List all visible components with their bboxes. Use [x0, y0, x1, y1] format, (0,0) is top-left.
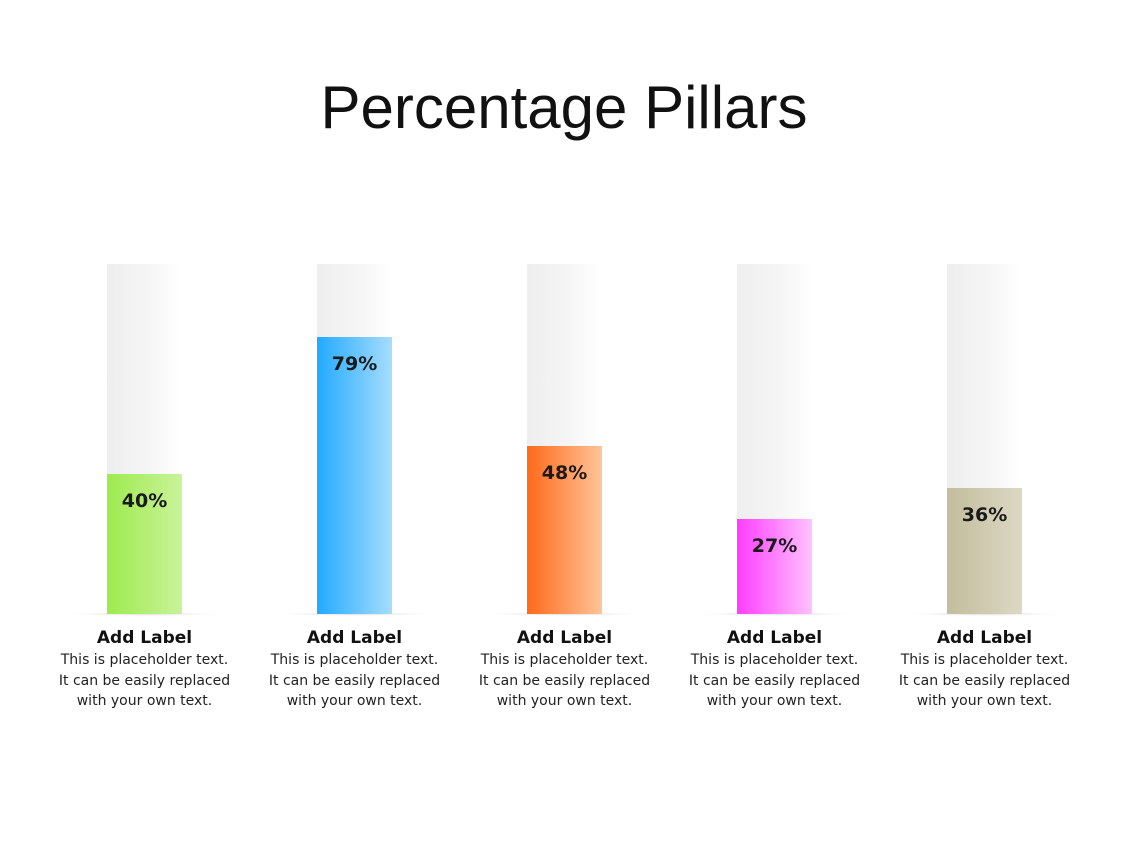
- pillar-track: 27%: [737, 264, 812, 614]
- pillar-shadow: [909, 612, 1060, 616]
- pillar-category-label: Add Label: [516, 628, 613, 648]
- pillar-description-line: This is placeholder text.: [480, 652, 649, 668]
- pillar-value-label: 27%: [751, 535, 798, 557]
- pillar-caption: Add Label This is placeholder text. It can…: [675, 626, 875, 712]
- pillar-description-line: It can be easily replaced: [58, 672, 231, 689]
- pillar-description-line: This is placeholder text.: [690, 652, 859, 668]
- pillar-description-line: with your own text.: [286, 693, 423, 709]
- pillar-category-label: Add Label: [96, 628, 193, 648]
- pillar-track: 79%: [317, 264, 392, 614]
- pillar-caption: Add Label This is placeholder text. It can…: [465, 626, 665, 712]
- pillar-description-line: It can be easily replaced: [268, 672, 441, 689]
- pillar-bar: 27%: [737, 519, 812, 614]
- pillar-bar: 48%: [527, 446, 602, 614]
- pillar-shadow: [489, 612, 640, 616]
- pillar-description-line: It can be easily replaced: [898, 672, 1071, 689]
- pillar-value-label: 40%: [121, 490, 168, 512]
- pillar-shadow: [69, 612, 220, 616]
- pillar-category-label: Add Label: [306, 628, 403, 648]
- pillar-bar: 36%: [947, 488, 1022, 614]
- pillar-description-line: with your own text.: [706, 693, 843, 709]
- pillar-category-label: Add Label: [936, 628, 1033, 648]
- pillar-description-line: with your own text.: [916, 693, 1053, 709]
- pillar-caption: Add Label This is placeholder text. It can…: [45, 626, 245, 712]
- pillar-description-line: It can be easily replaced: [688, 672, 861, 689]
- pillar-value-label: 79%: [331, 353, 378, 375]
- pillar-description-line: with your own text.: [496, 693, 633, 709]
- slide-title: Percentage Pillars: [320, 74, 808, 141]
- pillar-description-line: This is placeholder text.: [270, 652, 439, 668]
- pillar-track: 36%: [947, 264, 1022, 614]
- pillar-bar: 79%: [317, 337, 392, 614]
- pillar-value-label: 36%: [961, 504, 1008, 526]
- pillar-caption: Add Label This is placeholder text. It can…: [255, 626, 455, 712]
- pillar-track: 40%: [107, 264, 182, 614]
- pillar-description-line: with your own text.: [76, 693, 213, 709]
- pillar-caption: Add Label This is placeholder text. It can…: [885, 626, 1085, 712]
- pillar-description-line: This is placeholder text.: [60, 652, 229, 668]
- pillar-description-line: It can be easily replaced: [478, 672, 651, 689]
- pillar-category-label: Add Label: [726, 628, 823, 648]
- pillar-value-label: 48%: [541, 462, 588, 484]
- pillar-shadow: [279, 612, 430, 616]
- pillar-track: 48%: [527, 264, 602, 614]
- pillar-description-line: This is placeholder text.: [900, 652, 1069, 668]
- pillar-shadow: [699, 612, 850, 616]
- pillar-bar: 40%: [107, 474, 182, 614]
